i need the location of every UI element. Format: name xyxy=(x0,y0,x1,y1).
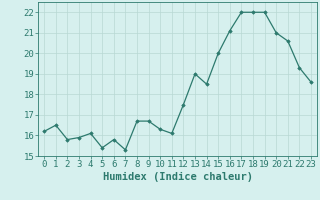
X-axis label: Humidex (Indice chaleur): Humidex (Indice chaleur) xyxy=(103,172,252,182)
